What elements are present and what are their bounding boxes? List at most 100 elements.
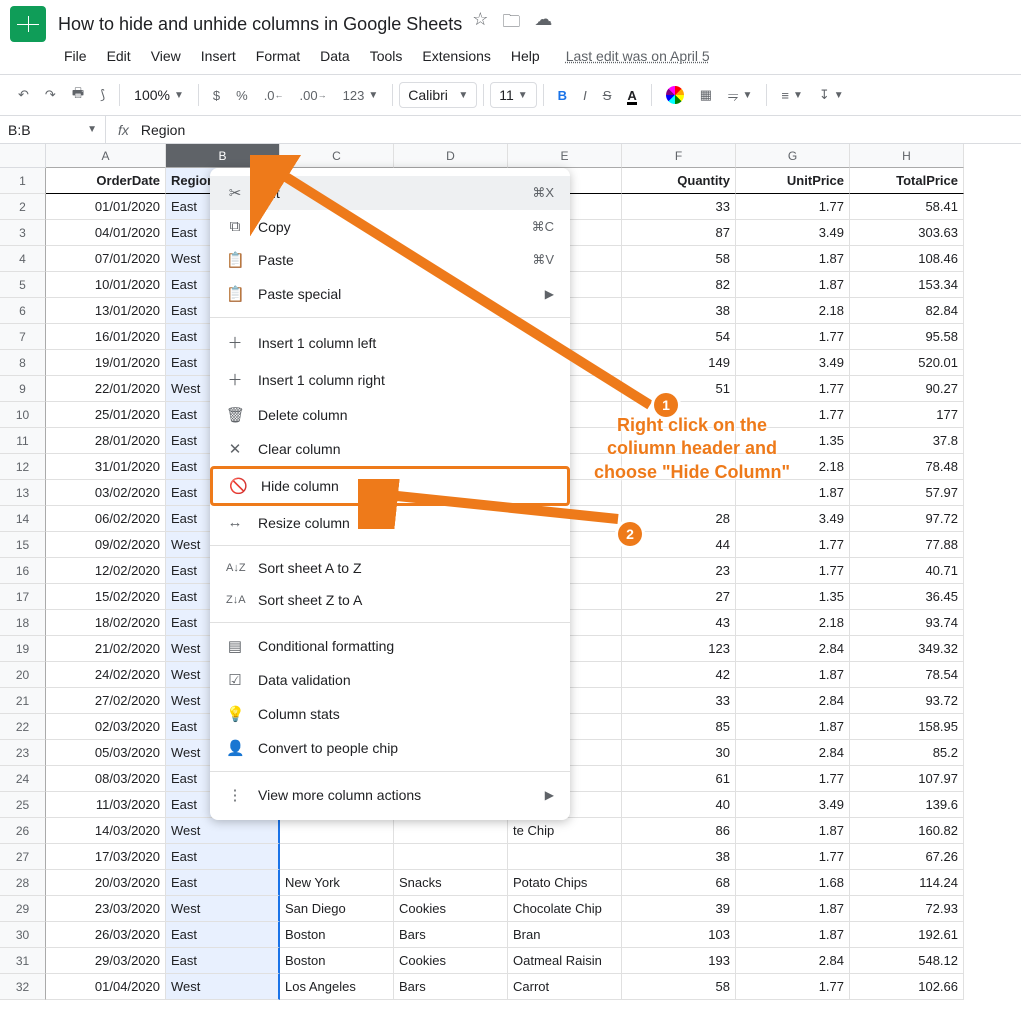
percent-button[interactable]: % [230, 84, 254, 107]
cell[interactable]: Quantity [622, 168, 736, 194]
menu-insert[interactable]: Insert [193, 44, 244, 68]
cell[interactable]: TotalPrice [850, 168, 964, 194]
cell[interactable]: UnitPrice [736, 168, 850, 194]
move-icon[interactable]: 🗀 [502, 9, 520, 39]
row-header[interactable]: 13 [0, 480, 46, 506]
cell[interactable]: 23/03/2020 [46, 896, 166, 922]
row-header[interactable]: 10 [0, 402, 46, 428]
cell[interactable]: 40 [622, 792, 736, 818]
cell[interactable]: 3.49 [736, 220, 850, 246]
cell[interactable]: 36.45 [850, 584, 964, 610]
cell[interactable]: 1.87 [736, 896, 850, 922]
cell[interactable]: 68 [622, 870, 736, 896]
ctx-data-validation[interactable]: ☑Data validation [210, 663, 570, 697]
cell[interactable]: 192.61 [850, 922, 964, 948]
cell[interactable]: Bars [394, 974, 508, 1000]
cell[interactable]: Boston [280, 948, 394, 974]
cell[interactable]: 1.68 [736, 870, 850, 896]
cell[interactable]: 28/01/2020 [46, 428, 166, 454]
row-header[interactable]: 4 [0, 246, 46, 272]
formula-input[interactable]: Region [141, 122, 185, 138]
cell[interactable]: 3.49 [736, 350, 850, 376]
cell[interactable]: West [166, 974, 280, 1000]
row-header[interactable]: 6 [0, 298, 46, 324]
cell[interactable]: 93.74 [850, 610, 964, 636]
row-header[interactable]: 29 [0, 896, 46, 922]
doc-title[interactable]: How to hide and unhide columns in Google… [58, 14, 462, 35]
cell[interactable]: 2.84 [736, 688, 850, 714]
cell[interactable]: 14/03/2020 [46, 818, 166, 844]
cell[interactable]: 06/02/2020 [46, 506, 166, 532]
ctx-conditional-formatting[interactable]: ▤Conditional formatting [210, 629, 570, 663]
cell[interactable]: 349.32 [850, 636, 964, 662]
column-header-F[interactable]: F [622, 144, 736, 168]
cell[interactable]: 90.27 [850, 376, 964, 402]
row-header[interactable]: 16 [0, 558, 46, 584]
cell[interactable]: 09/02/2020 [46, 532, 166, 558]
menu-help[interactable]: Help [503, 44, 548, 68]
row-header[interactable]: 12 [0, 454, 46, 480]
last-edit-link[interactable]: Last edit was on April 5 [558, 44, 718, 68]
row-header[interactable]: 31 [0, 948, 46, 974]
ctx-sort-az[interactable]: A↓ZSort sheet A to Z [210, 552, 570, 584]
print-icon[interactable]: 🖶 [66, 80, 90, 110]
row-header[interactable]: 5 [0, 272, 46, 298]
cell[interactable]: 160.82 [850, 818, 964, 844]
column-header-D[interactable]: D [394, 144, 508, 168]
cell[interactable]: 78.48 [850, 454, 964, 480]
cell[interactable]: 33 [622, 688, 736, 714]
cell[interactable]: West [166, 818, 280, 844]
merge-button[interactable]: ⥭▼ [722, 83, 758, 107]
cell[interactable]: 17/03/2020 [46, 844, 166, 870]
menu-edit[interactable]: Edit [99, 44, 139, 68]
cell[interactable]: 04/01/2020 [46, 220, 166, 246]
cell[interactable] [394, 818, 508, 844]
menu-format[interactable]: Format [248, 44, 308, 68]
ctx-paste[interactable]: 📋Paste⌘V [210, 243, 570, 277]
cell[interactable]: 82 [622, 272, 736, 298]
cell[interactable]: te Chip [508, 818, 622, 844]
cell[interactable]: 82.84 [850, 298, 964, 324]
cell[interactable] [280, 818, 394, 844]
italic-button[interactable]: I [577, 84, 593, 107]
cell[interactable]: 3.49 [736, 792, 850, 818]
cell[interactable]: East [166, 870, 280, 896]
cloud-icon[interactable]: ☁ [534, 9, 552, 39]
row-header[interactable]: 17 [0, 584, 46, 610]
row-header[interactable]: 14 [0, 506, 46, 532]
column-header-E[interactable]: E [508, 144, 622, 168]
cell[interactable]: 29/03/2020 [46, 948, 166, 974]
row-header[interactable]: 19 [0, 636, 46, 662]
cell[interactable]: 20/03/2020 [46, 870, 166, 896]
cell[interactable]: 1.77 [736, 532, 850, 558]
cell[interactable]: 177 [850, 402, 964, 428]
cell[interactable]: 58 [622, 974, 736, 1000]
cell[interactable]: 102.66 [850, 974, 964, 1000]
cell[interactable]: 303.63 [850, 220, 964, 246]
cell[interactable]: 27/02/2020 [46, 688, 166, 714]
row-header[interactable]: 28 [0, 870, 46, 896]
decrease-decimal-button[interactable]: .0← [258, 84, 290, 107]
cell[interactable]: OrderDate [46, 168, 166, 194]
cell[interactable]: Snacks [394, 870, 508, 896]
column-header-A[interactable]: A [46, 144, 166, 168]
ctx-resize-column[interactable]: ↔Resize column [210, 506, 570, 539]
cell[interactable]: 67.26 [850, 844, 964, 870]
bold-button[interactable]: B [552, 84, 573, 107]
cell[interactable]: San Diego [280, 896, 394, 922]
row-header[interactable]: 30 [0, 922, 46, 948]
cell[interactable]: 01/04/2020 [46, 974, 166, 1000]
cell[interactable]: Boston [280, 922, 394, 948]
cell[interactable]: 07/01/2020 [46, 246, 166, 272]
zoom-dropdown[interactable]: 100%▼ [128, 83, 190, 107]
cell[interactable]: 05/03/2020 [46, 740, 166, 766]
ctx-convert-people-chip[interactable]: 👤Convert to people chip [210, 731, 570, 765]
cell[interactable]: 16/01/2020 [46, 324, 166, 350]
row-header[interactable]: 23 [0, 740, 46, 766]
ctx-delete-column[interactable]: 🗑Delete column [210, 398, 570, 432]
cell[interactable]: 153.34 [850, 272, 964, 298]
ctx-paste-special[interactable]: 📋Paste special▶ [210, 277, 570, 311]
row-header[interactable]: 21 [0, 688, 46, 714]
cell[interactable]: 149 [622, 350, 736, 376]
cell[interactable]: 107.97 [850, 766, 964, 792]
